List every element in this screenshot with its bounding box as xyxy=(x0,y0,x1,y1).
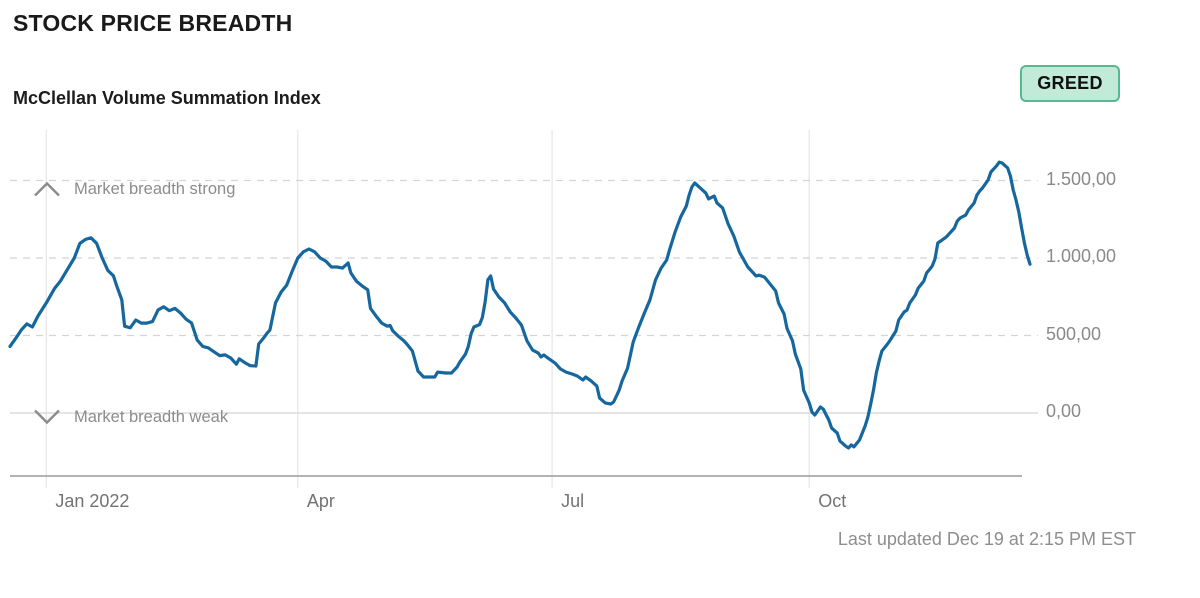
chevron-up-icon xyxy=(34,181,60,197)
fear-greed-badge: GREED xyxy=(1020,65,1120,102)
annotation-strong-label: Market breadth strong xyxy=(74,179,236,198)
annotation-weak-label: Market breadth weak xyxy=(74,407,229,426)
last-updated-text: Last updated Dec 19 at 2:15 PM EST xyxy=(837,529,1136,549)
annotation-market-breadth-weak: Market breadth weak xyxy=(33,406,228,428)
fear-greed-badge-label: GREED xyxy=(1037,73,1103,93)
chart-title: McClellan Volume Summation Index xyxy=(13,88,321,108)
page-title: STOCK PRICE BREADTH xyxy=(13,10,293,36)
annotation-market-breadth-strong: Market breadth strong xyxy=(33,178,235,200)
chevron-down-icon xyxy=(34,409,60,425)
